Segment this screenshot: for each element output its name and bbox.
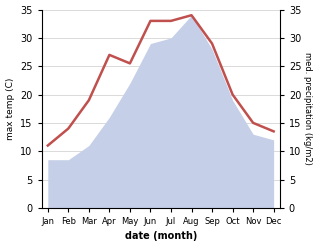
X-axis label: date (month): date (month) xyxy=(125,231,197,242)
Y-axis label: max temp (C): max temp (C) xyxy=(5,78,15,140)
Y-axis label: med. precipitation (kg/m2): med. precipitation (kg/m2) xyxy=(303,52,313,165)
